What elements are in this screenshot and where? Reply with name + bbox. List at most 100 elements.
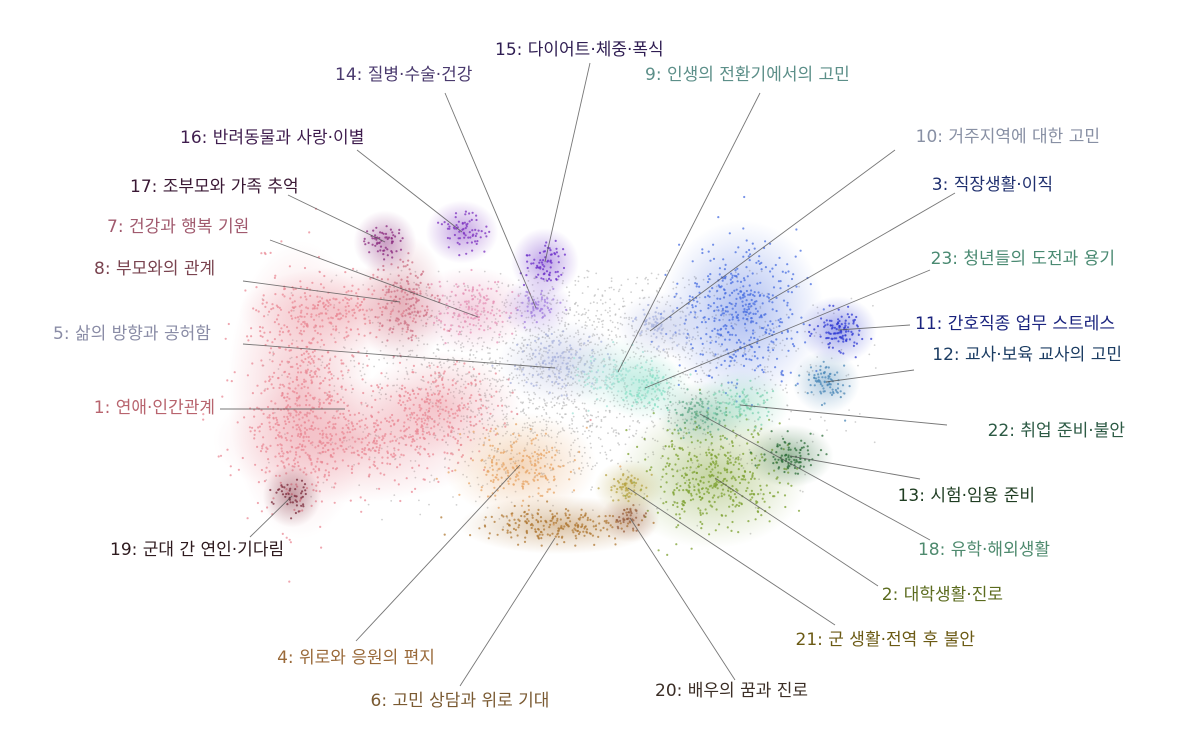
background-point [601, 302, 604, 305]
cluster-2-point [707, 491, 711, 494]
cluster-1-point [458, 407, 461, 410]
cluster-5-point [557, 339, 561, 342]
cluster-3-point [699, 353, 702, 356]
cluster-1-point [405, 414, 408, 417]
cluster-1-point [434, 372, 437, 375]
cluster-4-point [506, 469, 509, 472]
cluster-6-point [505, 515, 508, 518]
background-point [611, 459, 613, 461]
cluster-1-point [291, 301, 294, 304]
cluster-4-point [489, 479, 493, 482]
cluster-3-point [730, 313, 734, 316]
cluster-2-point [678, 446, 681, 449]
cluster-3-point [742, 364, 746, 367]
cluster-1-point [248, 426, 251, 429]
cluster-3-point [794, 255, 797, 258]
cluster-1-point [426, 467, 429, 470]
cluster-1-point [320, 461, 324, 464]
background-point [604, 289, 606, 292]
cluster-3-point [741, 293, 745, 297]
cluster-1-point [459, 419, 463, 423]
cluster-4-point [504, 467, 507, 470]
cluster-3-point [742, 227, 745, 230]
cluster-3-point [743, 347, 746, 350]
cluster-2-point [665, 500, 668, 504]
cluster-1-point [346, 404, 349, 407]
cluster-3-point [720, 343, 724, 346]
background-point [535, 407, 538, 409]
cluster-1-point [341, 459, 344, 462]
cluster-1-point [342, 362, 345, 365]
cluster-1-point [297, 371, 300, 374]
cluster-1-point [454, 382, 457, 385]
cluster-1-point [229, 465, 232, 468]
cluster-2-point [760, 514, 763, 517]
cluster-1-point [313, 326, 316, 329]
cluster-5-point [509, 381, 512, 385]
cluster-1-point [287, 457, 290, 460]
cluster-1-point [416, 428, 419, 431]
cluster-2-point [714, 466, 717, 469]
cluster-1-point [363, 447, 367, 450]
cluster-2-point [784, 505, 787, 509]
cluster-1-point [398, 394, 401, 397]
cluster-2-point [693, 489, 696, 492]
cluster-1-point [403, 386, 406, 389]
cluster-2-point [692, 498, 695, 501]
cluster-2-point [717, 453, 720, 456]
background-point [629, 425, 631, 427]
cluster-4-point [494, 494, 497, 497]
cluster-1-point [346, 431, 349, 434]
cluster-1-point [466, 402, 470, 405]
cluster-1-point [318, 368, 321, 371]
cluster-3-point [730, 302, 733, 306]
cluster-6-point [496, 533, 499, 536]
cluster-5-point [558, 372, 561, 375]
cluster-4-point [483, 466, 486, 469]
cluster-1-point [266, 416, 269, 419]
cluster-1-point [262, 436, 265, 439]
cluster-5-point [551, 359, 555, 362]
cluster-1-point [397, 402, 400, 405]
cluster-1-point [350, 297, 353, 300]
cluster-1-point [352, 425, 355, 428]
cluster-4-point [512, 483, 515, 486]
background-point [455, 504, 458, 506]
cluster-1-point [427, 417, 430, 420]
cluster-1-point [295, 363, 298, 366]
cluster-3-point [766, 324, 770, 327]
cluster-2-point [708, 533, 711, 536]
cluster-3-point [739, 297, 742, 300]
cluster-1-point [401, 384, 404, 387]
cluster-1-point [353, 451, 356, 454]
cluster-1-point [397, 483, 400, 486]
cluster-4-point [507, 471, 510, 474]
cluster-3-point [737, 319, 740, 322]
cluster-1-point [390, 453, 393, 456]
cluster-3-point [748, 358, 751, 361]
cluster-2-point [668, 445, 671, 448]
cluster-5-point [559, 341, 562, 344]
cluster-4-point [489, 430, 492, 433]
cluster-1-point [364, 499, 367, 502]
cluster-5-point [561, 385, 564, 388]
cluster-1-point [424, 419, 427, 422]
cluster-3-point [764, 240, 767, 243]
cluster-1-point [268, 351, 271, 354]
cluster-1-point [260, 510, 263, 513]
cluster-1-point [303, 292, 306, 295]
cluster-3-point [785, 337, 789, 340]
cluster-1-point [428, 364, 431, 367]
cluster-2-point [674, 463, 677, 466]
cluster-1-point [374, 449, 377, 453]
background-point [632, 420, 634, 422]
background-point [600, 418, 603, 421]
cluster-3-point [718, 319, 721, 322]
cluster-1-point [292, 306, 296, 309]
cluster-1-point [308, 231, 311, 234]
cluster-1-point [340, 359, 343, 362]
cluster-2-point [740, 464, 743, 467]
cluster-1-point [331, 377, 334, 380]
background-point [551, 406, 554, 409]
cluster-1-point [436, 438, 439, 441]
